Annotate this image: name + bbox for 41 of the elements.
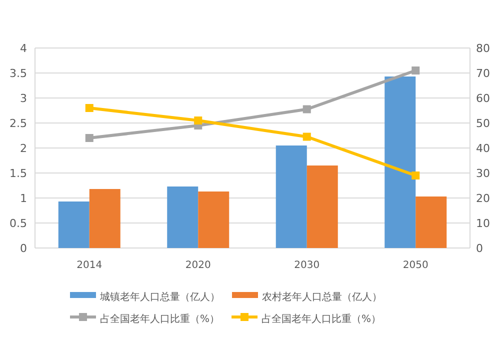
- y-tick-label: 0: [20, 242, 27, 255]
- point: [412, 172, 420, 180]
- point: [302, 105, 311, 114]
- point: [85, 134, 94, 142]
- y2-tick-label: 50: [476, 117, 490, 130]
- point: [85, 104, 94, 112]
- y-tick-label: 1.5: [10, 167, 27, 180]
- y-tick-label: 0.5: [10, 217, 27, 230]
- y-tick-label: 2: [20, 142, 27, 155]
- y-tick-label: 3: [20, 92, 27, 105]
- y-tick-label: 2.5: [10, 117, 27, 130]
- bar: [89, 189, 120, 248]
- legend-label: 占全国老年人口比重（%）: [100, 313, 220, 325]
- x-tick-label: 2050: [402, 260, 428, 271]
- point: [194, 116, 202, 124]
- y2-tick-label: 60: [476, 92, 490, 105]
- x-tick-label: 2030: [294, 260, 320, 271]
- bar: [276, 146, 307, 248]
- y2-tick-label: 70: [476, 67, 490, 80]
- legend-label: 城镇老年人口总量（亿人）: [99, 291, 220, 303]
- point: [412, 66, 420, 74]
- bar: [416, 196, 447, 248]
- y-tick-label: 4: [20, 42, 27, 55]
- x-tick-label: 2020: [185, 260, 211, 271]
- y-tick-label: 3.5: [10, 67, 27, 80]
- y2-tick-label: 30: [476, 167, 490, 180]
- x-tick-label: 2014: [76, 260, 102, 271]
- bar: [58, 202, 90, 248]
- y2-tick-label: 10: [476, 217, 490, 230]
- bar: [306, 166, 338, 248]
- y2-tick-label: 20: [476, 192, 490, 205]
- point: [302, 132, 311, 141]
- legend-label: 占全国老年人口比重（%）: [262, 313, 382, 325]
- bar: [198, 192, 230, 248]
- y2-tick-label: 40: [476, 142, 490, 155]
- bar: [167, 186, 198, 248]
- legend-label: 农村老年人口总量（亿人）: [262, 291, 382, 303]
- y-tick-label: 1: [20, 192, 27, 205]
- y2-tick-label: 0: [476, 242, 483, 255]
- y2-tick-label: 80: [476, 42, 490, 55]
- bar: [384, 76, 416, 248]
